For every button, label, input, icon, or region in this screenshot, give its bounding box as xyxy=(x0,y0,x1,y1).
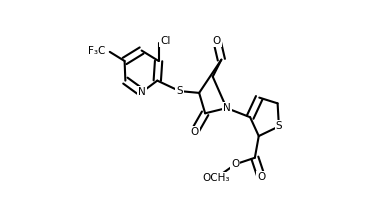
Text: N: N xyxy=(138,87,146,97)
Text: O: O xyxy=(231,159,239,169)
Text: O: O xyxy=(213,36,221,46)
Text: N: N xyxy=(223,103,230,113)
Text: OCH₃: OCH₃ xyxy=(202,173,230,183)
Text: S: S xyxy=(276,121,282,131)
Text: Cl: Cl xyxy=(160,36,171,46)
Text: F₃C: F₃C xyxy=(88,46,105,55)
Text: S: S xyxy=(176,86,183,96)
Text: O: O xyxy=(257,172,266,182)
Text: O: O xyxy=(191,127,199,137)
